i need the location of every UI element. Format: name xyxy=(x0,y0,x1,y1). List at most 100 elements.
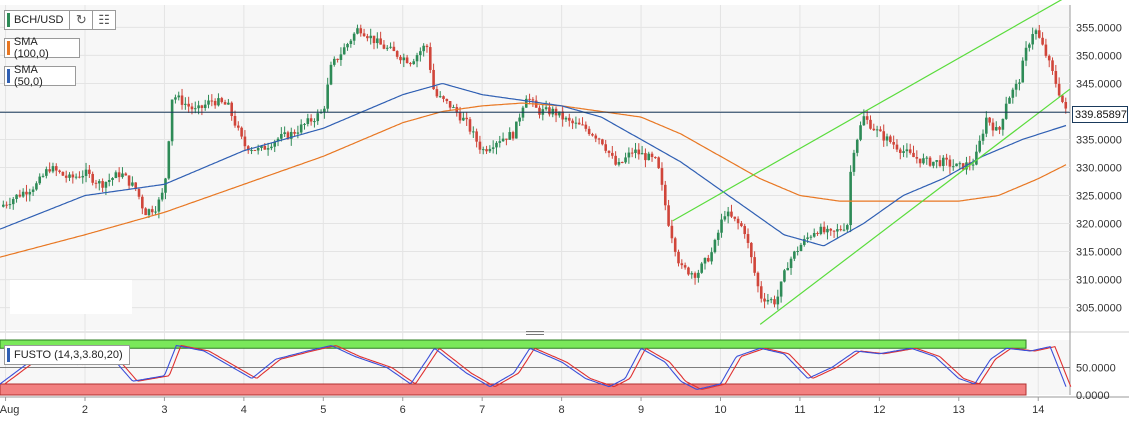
candle-body xyxy=(91,173,94,183)
candle-body xyxy=(515,121,518,139)
candle-body xyxy=(316,113,320,122)
candle-body xyxy=(720,219,723,233)
candle-body xyxy=(793,251,796,259)
candle-body xyxy=(425,45,429,48)
candle-body xyxy=(1031,34,1034,45)
candle-body xyxy=(299,124,303,133)
candle-body xyxy=(687,267,690,275)
candle-body xyxy=(359,28,363,34)
candle-body xyxy=(836,229,839,232)
x-tick-label: 4 xyxy=(241,404,247,416)
candle-body xyxy=(220,98,224,103)
candle-body xyxy=(289,131,293,139)
candle-body xyxy=(763,298,766,302)
candle-body xyxy=(1054,71,1058,84)
candle-body xyxy=(246,146,250,151)
candle-body xyxy=(591,134,594,136)
y-tick-label: 335.0000 xyxy=(1076,134,1122,146)
sma50-swatch xyxy=(7,69,10,83)
candle-body xyxy=(462,117,465,121)
candle-body xyxy=(654,157,657,159)
x-tick-label: 14 xyxy=(1032,404,1044,416)
candle-body xyxy=(352,33,356,41)
candle-body xyxy=(303,123,306,125)
candle-body xyxy=(25,191,28,195)
candle-body xyxy=(564,117,568,120)
candle-body xyxy=(203,104,207,108)
candle-body xyxy=(1051,60,1054,72)
candle-body xyxy=(382,44,386,49)
y-tick-label: 330.0000 xyxy=(1076,163,1122,175)
candle-body xyxy=(581,124,584,126)
candle-body xyxy=(48,169,51,172)
candle-body xyxy=(832,230,836,232)
candle-body xyxy=(922,158,925,164)
candle-body xyxy=(280,134,283,139)
candle-body xyxy=(432,69,435,90)
candle-body xyxy=(97,181,101,184)
sma100-line xyxy=(0,102,1067,258)
candle-body xyxy=(117,172,121,178)
candle-body xyxy=(101,181,104,188)
oscillator-legend[interactable]: FUSTO (14,3,3.80,20) xyxy=(4,345,130,365)
candle-body xyxy=(783,270,786,282)
candle-body xyxy=(491,147,495,149)
candle-body xyxy=(988,117,991,123)
candle-body xyxy=(941,157,945,166)
candle-body xyxy=(415,55,419,62)
candle-body xyxy=(822,226,826,233)
candle-body xyxy=(342,47,346,55)
pane-resize-handle[interactable] xyxy=(526,331,544,337)
candle-body xyxy=(743,226,747,235)
candle-body xyxy=(435,89,439,97)
candle-body xyxy=(733,216,737,219)
candle-body xyxy=(111,178,114,180)
candle-body xyxy=(134,182,138,189)
candle-body xyxy=(137,188,141,197)
candle-body xyxy=(58,170,61,172)
candle-body xyxy=(256,147,260,151)
candle-body xyxy=(882,131,886,141)
y-tick-label: 355.0000 xyxy=(1076,22,1122,34)
candle-body xyxy=(64,175,68,178)
candle-body xyxy=(402,57,406,61)
x-tick-label: 7 xyxy=(479,404,485,416)
refresh-icon[interactable]: ↻ xyxy=(69,11,92,29)
candle-body xyxy=(948,159,952,167)
candle-body xyxy=(587,128,591,135)
candle-body xyxy=(700,263,703,273)
calendar-icon[interactable]: ☷ xyxy=(92,11,115,29)
candle-body xyxy=(902,151,905,153)
candle-body xyxy=(71,174,75,178)
candle-body xyxy=(213,100,217,106)
sma50-legend[interactable]: SMA (50,0) xyxy=(4,64,76,88)
candle-body xyxy=(144,208,147,216)
candle-body xyxy=(644,153,647,161)
candle-body xyxy=(107,179,111,182)
candle-body xyxy=(938,160,942,166)
candle-body xyxy=(898,149,902,153)
candle-body xyxy=(511,132,515,139)
candle-body xyxy=(356,28,359,34)
candle-body xyxy=(405,57,409,64)
candle-body xyxy=(260,145,263,148)
stoch-k-line xyxy=(0,344,1067,390)
candle-body xyxy=(905,149,909,152)
candle-body xyxy=(637,149,641,155)
candle-body xyxy=(442,96,445,99)
candle-body xyxy=(875,129,879,131)
candle-body xyxy=(41,175,45,177)
sma100-legend[interactable]: SMA (100,0) xyxy=(4,36,80,60)
candle-body xyxy=(925,157,929,159)
candle-body xyxy=(852,152,856,172)
candle-body xyxy=(495,142,498,148)
candle-body xyxy=(190,106,194,110)
candle-body xyxy=(193,108,197,110)
candle-body xyxy=(994,127,998,131)
candle-body xyxy=(332,58,336,65)
candle-body xyxy=(445,98,449,102)
candle-body xyxy=(438,96,442,98)
candle-body xyxy=(227,102,230,105)
candle-body xyxy=(481,149,485,151)
